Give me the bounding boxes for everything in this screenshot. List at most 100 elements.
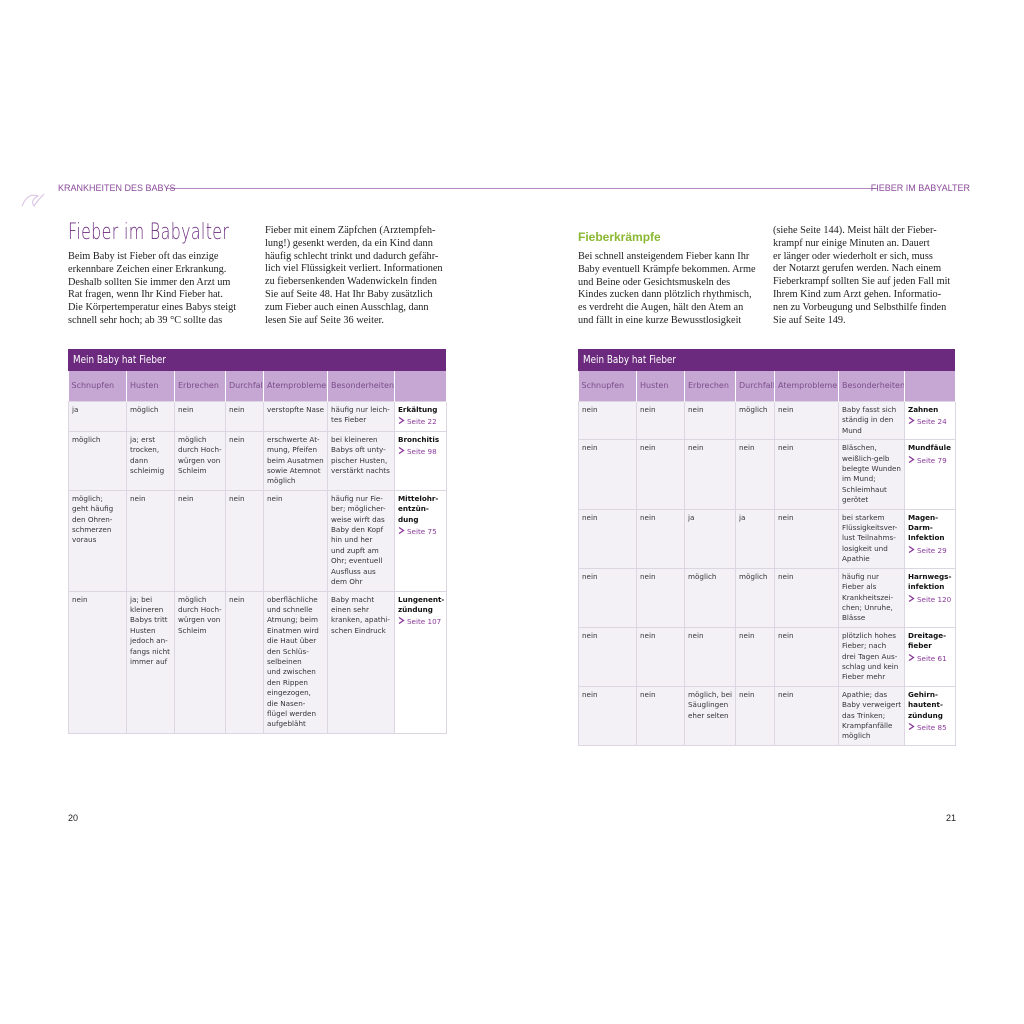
- cell-line: nein: [778, 571, 794, 581]
- cell-line: schlag und kein: [842, 661, 899, 671]
- table-cell: nein: [578, 685, 637, 746]
- diagnosis-line: zündung: [908, 710, 943, 720]
- cell-line: möglich: [688, 571, 717, 581]
- table-cell: nein: [636, 508, 685, 569]
- cell-line: verstopfte Nase: [267, 405, 325, 414]
- cell-line: nein: [229, 405, 245, 414]
- column-header: Besonderheiten: [327, 371, 395, 402]
- cell-line: und schnelle: [267, 604, 313, 614]
- cell-line: voraus: [72, 535, 97, 545]
- table-cell: nein: [636, 685, 685, 746]
- diagnosis-cell: Harnwegs-infektion Seite 120: [904, 567, 956, 628]
- arrow: [398, 617, 405, 625]
- arrow: [908, 594, 915, 602]
- text-line: Sie auf Seite 149.: [773, 314, 846, 326]
- cell-line: den Schlüs-: [267, 646, 309, 656]
- cell-line: Mund: [842, 425, 862, 435]
- diagnosis-cell: Mittelohr-entzün-dung Seite 75: [394, 489, 447, 592]
- text-line: Fieber mit einem Zäpfchen (Arztempfeh-: [265, 225, 436, 236]
- table-cell: nein: [774, 567, 839, 628]
- table-cell: nein: [774, 508, 839, 569]
- page-ref: Seite 120: [917, 594, 952, 604]
- cell-line: häufig nur Fie-: [331, 493, 383, 503]
- table-cell: nein: [774, 439, 839, 510]
- column-header-empty: [904, 371, 956, 402]
- page-link[interactable]: Seite 107: [398, 617, 443, 627]
- page-ref: Seite 85: [917, 722, 947, 732]
- cell-line: Schleimhaut: [842, 484, 887, 494]
- page-link[interactable]: Seite 98: [398, 447, 443, 457]
- cell-line: im Mund;: [842, 474, 876, 484]
- header-left: KRANKHEITEN DES BABYS: [58, 183, 176, 193]
- cell-line: beim Ausatmen: [267, 455, 324, 465]
- page-link[interactable]: Seite 75: [398, 527, 443, 537]
- diagnosis-line: Mittelohr-: [398, 493, 439, 503]
- cell-line: Blässe: [842, 613, 866, 623]
- page-link[interactable]: Seite 120: [908, 594, 952, 605]
- table-cell: plötzlich hohes Fieber; nach drei Tagen Au…: [838, 626, 905, 687]
- table-cell: nein: [735, 626, 775, 687]
- page-link[interactable]: Seite 24: [908, 417, 952, 427]
- cell-line: Ausfluss aus: [331, 566, 376, 576]
- cell-line: ja: [688, 512, 695, 522]
- cell-line: nein: [582, 630, 598, 640]
- table-cell: möglich: [735, 567, 775, 628]
- cell-line: Krampfanfälle: [842, 720, 893, 730]
- diagnosis-line: zündung: [398, 604, 433, 614]
- table-cell: nein: [636, 626, 685, 687]
- paragraph: Bei schnell ansteigendem Fieber kann Ihr…: [578, 251, 756, 328]
- cell-line: ja: [739, 512, 746, 522]
- cell-line: möglich: [739, 571, 768, 581]
- diagnosis-line: hautent-: [908, 700, 943, 710]
- cell-line: nein: [582, 689, 598, 699]
- page-link[interactable]: Seite 29: [908, 545, 952, 556]
- cell-line: nein: [640, 630, 656, 640]
- cell-line: ber; möglicher-: [331, 504, 386, 514]
- cell-line: aufgebläht: [267, 719, 306, 729]
- page-ref: Seite 79: [917, 455, 947, 465]
- cell-line: die Nasen-: [267, 698, 306, 708]
- cell-line: nein: [229, 594, 245, 604]
- cell-line: nein: [739, 443, 755, 453]
- cell-line: nein: [130, 493, 146, 503]
- table-cell: nein: [174, 401, 226, 432]
- table-cell: ja; bei kleineren Babys tritt Husten jedoch …: [126, 590, 175, 734]
- diagnosis-line: Mundfäule: [908, 443, 951, 453]
- text-line: Baby eventuell Krämpfe bekommen. Arme: [578, 263, 756, 275]
- arrow: [908, 455, 915, 463]
- column-header: Husten: [126, 371, 175, 402]
- diagnosis-line: Darm-: [908, 523, 933, 533]
- text-line: zu fiebersenkenden Wadenwickeln finden: [265, 276, 437, 288]
- cell-line: den Ohren-: [72, 514, 113, 524]
- diagnosis-line: Lungenent-: [398, 594, 445, 604]
- table-row: nein nein ja ja nein bei starkem Flüssigkeitsv…: [578, 508, 956, 569]
- page-link[interactable]: Seite 22: [398, 417, 443, 427]
- cell-line: ja; bei: [130, 594, 153, 604]
- column-header: Durchfall: [225, 371, 264, 402]
- text-line: er länger oder wiederholt er sich, muss: [773, 250, 933, 262]
- table-row: nein nein möglich möglich nein häufig nur Fieb…: [578, 567, 956, 628]
- table-title: Mein Baby hat Fieber: [68, 349, 446, 371]
- text-line: schnell sehr hoch; ab 39 °C sollte das: [68, 314, 223, 326]
- page-link[interactable]: Seite 79: [908, 455, 952, 466]
- table-row: nein nein möglich, bei Säuglingen eher selte…: [578, 685, 956, 746]
- table-cell: möglich, bei Säuglingen eher selten: [684, 685, 736, 746]
- cell-line: Husten: [130, 625, 156, 635]
- table-wrap: Mein Baby hat Fieber Schnupfen Husten Erbre…: [578, 349, 956, 746]
- arrow-icon: [908, 653, 915, 661]
- page-link[interactable]: Seite 61: [908, 653, 952, 664]
- cell-line: Fieber mehr: [842, 672, 886, 682]
- cell-line: häufig nur: [842, 571, 879, 581]
- cell-line: nein: [739, 689, 755, 699]
- diagnosis-line: Magen-: [908, 512, 939, 522]
- cell-line: nein: [778, 630, 794, 640]
- table-cell: möglich durch Hoch-würgen von Schleim: [174, 430, 226, 491]
- table-cell: nein: [263, 489, 328, 592]
- cell-line: Säuglingen: [688, 700, 729, 710]
- cell-line: nein: [72, 594, 88, 604]
- table-cell: nein: [578, 626, 637, 687]
- cell-line: Baby den Kopf: [331, 525, 384, 535]
- diagnosis-cell: Bronchitis Seite 98: [394, 430, 447, 491]
- page-link[interactable]: Seite 85: [908, 722, 952, 733]
- diagnosis-cell: Erkältung Seite 22: [394, 401, 447, 432]
